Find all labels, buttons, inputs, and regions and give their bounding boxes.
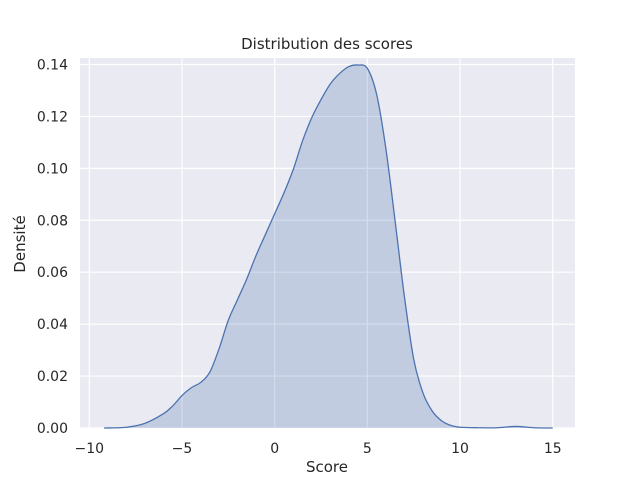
x-axis-title: Score xyxy=(306,458,348,476)
plot-background xyxy=(80,58,575,428)
x-tick-label: −10 xyxy=(74,441,104,457)
y-tick-label: 0.12 xyxy=(37,109,68,125)
grid-lines xyxy=(80,58,575,429)
y-tick-label: 0.00 xyxy=(37,421,68,437)
x-tick-label: −5 xyxy=(172,441,193,457)
y-tick-label: 0.14 xyxy=(37,57,68,73)
x-axis-ticks: −10 −5 0 5 10 15 xyxy=(74,441,561,457)
y-axis-ticks: 0.00 0.02 0.04 0.06 0.08 0.10 0.12 0.14 xyxy=(37,57,68,437)
x-tick-label: 10 xyxy=(451,441,469,457)
x-tick-label: 0 xyxy=(270,441,279,457)
y-tick-label: 0.04 xyxy=(37,317,68,333)
y-tick-label: 0.10 xyxy=(37,161,68,177)
y-tick-label: 0.02 xyxy=(37,369,68,385)
density-line xyxy=(104,64,553,429)
y-tick-label: 0.08 xyxy=(37,213,68,229)
y-axis-title: Densité xyxy=(11,215,29,272)
y-tick-label: 0.06 xyxy=(37,265,68,281)
x-tick-label: 15 xyxy=(544,441,562,457)
density-area xyxy=(104,64,553,429)
chart-title: Distribution des scores xyxy=(241,35,413,53)
x-tick-label: 5 xyxy=(363,441,372,457)
